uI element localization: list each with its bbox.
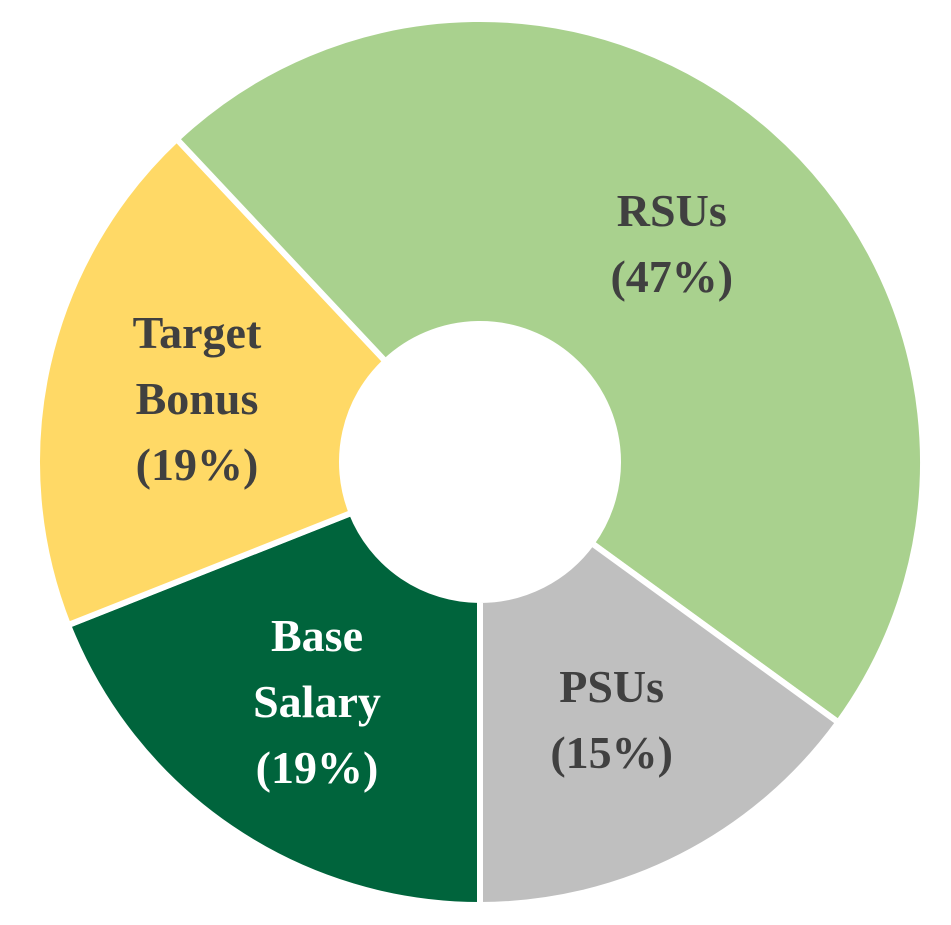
donut-slice: [172, 16, 926, 727]
slice-label: RSUs (47%): [577, 178, 767, 310]
donut-slice: [64, 508, 483, 909]
slice-value-label: (15%): [550, 727, 673, 779]
slice-name: Base Salary: [253, 609, 381, 727]
donut-slice: [34, 134, 390, 629]
slice-value-label: (19%): [135, 438, 259, 490]
donut-slice: [477, 538, 843, 909]
slice-name: Target Bonus: [132, 306, 262, 424]
slice-label: PSUs (15%): [517, 654, 707, 786]
slice-label: Base Salary (19%): [222, 603, 412, 801]
slice-name: PSUs: [559, 661, 665, 713]
slice-name: RSUs: [616, 185, 727, 237]
slice-value-label: (19%): [255, 741, 379, 793]
slice-label: Target Bonus (19%): [102, 300, 292, 498]
slice-value-label: (47%): [610, 251, 734, 303]
